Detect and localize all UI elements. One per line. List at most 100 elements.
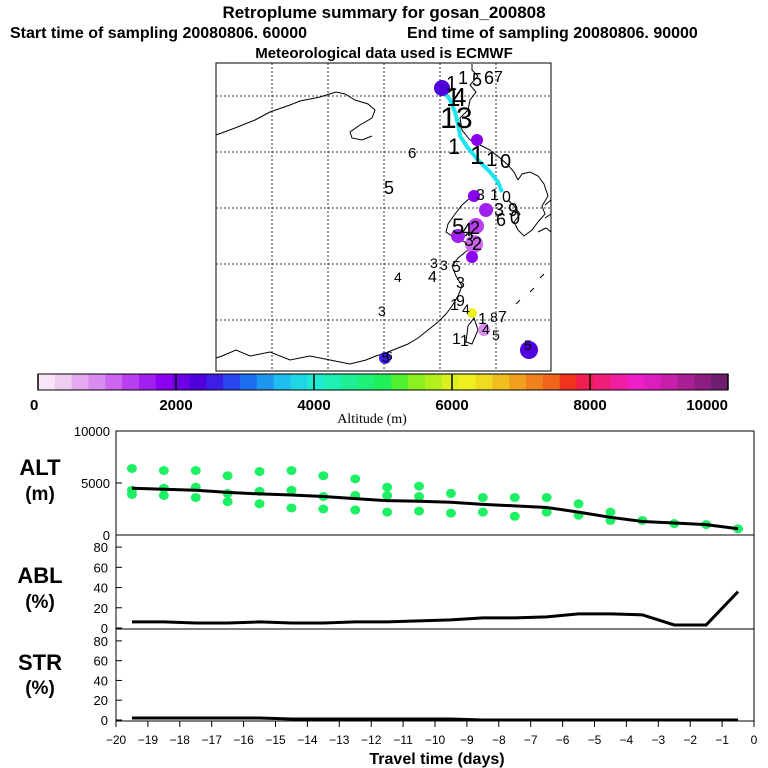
colorbar-label: Altitude (m) [337,412,407,427]
alt-marker [222,497,233,507]
map-number-label: 1 [452,331,461,348]
map-number-label: 4 [452,82,466,112]
map-number-label: 6 [496,210,506,230]
colorbar-cell [593,374,611,390]
met-data-note: Meteorological data used is ECMWF [255,45,513,62]
alt-marker [350,474,361,484]
x-tick-label: −11 [393,733,413,747]
map-marker [434,80,450,96]
str-frame [115,628,755,722]
map-number-label: 5 [472,70,482,90]
map-number-label: 7 [494,69,503,86]
map-number-label: 1 [446,73,457,95]
plot-title: Retroplume summary for gosan_200808 [222,3,546,22]
colorbar-cell [559,374,578,390]
str-yticks: 80 60 40 20 0 [94,634,122,728]
colorbar-cell [408,374,426,390]
colorbar-cell [105,374,123,390]
x-tick-label: −13 [329,733,350,747]
map-number-label: 5 [452,259,461,276]
panel-alt: ALT (m) 10000 5000 0 [19,424,755,543]
alt-marker [382,490,393,500]
map-number-label: 0 [510,208,520,228]
island-taiwan [465,316,479,345]
colorbar-cell [88,374,106,390]
x-tick-label: −8 [492,733,506,747]
alt-marker [190,466,201,476]
sampling-start: Start time of sampling 20080806. 60000 [10,25,308,42]
alt-marker [286,503,297,513]
map-number-label: 1 [470,140,484,170]
x-tick-label: −4 [620,733,634,747]
colorbar-cell [374,374,392,390]
alt-marker [509,511,520,521]
alt-marker [286,485,297,495]
colorbar-cell [475,374,493,390]
colorbar-tick-label: 6000 [435,397,468,414]
pct-ytick-label: 0 [101,713,108,728]
colorbar-cell [290,374,308,390]
map-marker [468,190,480,202]
map-number-label: 6 [386,349,393,363]
colorbar-cell [357,374,376,390]
map-marker [479,203,493,217]
trajectory-track [440,86,504,193]
colorbar-tick-label: 0 [30,397,38,414]
abl-frame [115,534,755,630]
alt-marker [445,508,456,518]
colorbar-cell [492,374,510,390]
coastline-northeast [459,64,519,181]
colorbar-cell [711,374,729,390]
map-number-label: 3 [378,303,386,319]
map-markers [379,80,538,364]
map-number-label: 5 [382,350,389,365]
colorbar-cell [340,374,359,390]
x-tick-label: −5 [588,733,602,747]
map-number-label: 6 [484,68,494,88]
x-tick-label: −20 [106,733,127,747]
colorbar-cell [509,374,527,390]
colorbar-cell [425,374,443,390]
pct-ytick-label: 0 [101,621,108,636]
x-tick-label: −16 [233,733,254,747]
alt-marker [573,499,584,509]
map-number-label: 5 [524,337,532,353]
x-axis-label: Travel time (days) [369,751,504,768]
colorbar-cell [256,374,275,390]
colorbar-cell [576,374,594,390]
alt-marker [414,481,425,491]
alt-marker [541,507,552,517]
alt-marker [509,493,520,503]
x-tick-label: −12 [361,733,382,747]
map-number-label: 1 [450,297,459,314]
colorbar-cell [138,374,157,390]
map-number-label: 0 [500,151,511,173]
alt-marker [318,471,329,481]
colorbar-cell [273,374,291,390]
colorbar-cell [71,374,89,390]
islands-ryukyu [515,273,545,305]
map-marker [466,251,478,263]
map-number-label: 9 [508,200,518,220]
str-label: STR [18,650,62,675]
colorbar-cell [694,374,712,390]
colorbar-cell [391,374,409,390]
alt-yticks: 10000 5000 0 [74,424,122,543]
alt-marker [541,493,552,503]
alt-marker [605,507,616,517]
alt-marker [286,466,297,476]
sampling-end: End time of sampling 20080806. 90000 [407,25,698,42]
map-number-label: 3 [456,102,473,135]
coastline-north [215,91,376,141]
map-number-label: 3 [430,255,438,271]
colorbar-cells [38,374,729,390]
map-number-label: 1 [440,102,457,135]
map-number-label: 1 [460,333,469,350]
alt-marker [126,489,137,499]
alt-marker [158,490,169,500]
pct-ytick-label: 20 [94,601,108,616]
map-number-label: 3 [476,187,485,204]
